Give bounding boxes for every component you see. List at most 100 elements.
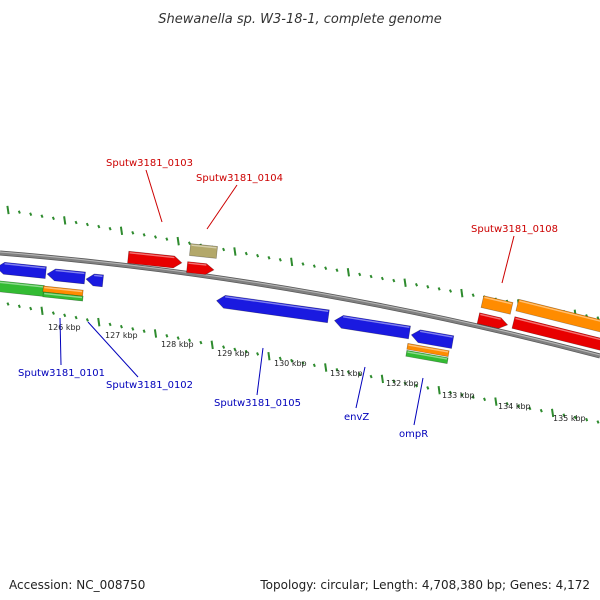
inner-tick-minor-29 [335,368,339,372]
outer-tick-major-15 [176,236,180,246]
gene-blue-left-a-body [0,261,47,279]
inner-tick-minor-2 [29,306,33,311]
inner-tick-minor-16 [188,338,192,343]
leader-sputw3181-0102 [87,321,139,378]
gene-ompr [405,350,449,364]
scale-labels: 126 kbp 127 kbp 128 kbp 129 kbp 130 kbp … [48,323,586,423]
backbone-highlight [0,251,600,356]
gene-label-sputw3181-0108[interactable]: Sputw3181_0108 [471,224,558,235]
gene-ompr-orange-shine [408,344,449,353]
gene-orange-right-a [480,295,514,315]
inner-tick-major-18 [210,340,214,350]
outer-tick-minor-4 [51,216,55,221]
outer-tick-minor-24 [278,258,282,262]
inner-tick-minor-5 [63,313,67,318]
inner-tick-minor-30 [346,370,350,374]
gene-ompr-shine [407,351,448,360]
inner-tick-minor-15 [176,336,180,340]
gene-sputw3181-0104-partner [189,243,218,259]
inner-tick-minor-10 [119,324,123,329]
gene-sputw3181-0105-shine [225,296,329,312]
gene-orange-right-b-body [515,298,600,334]
inner-tick-minor-7 [85,318,89,322]
gene-label-sputw3181-0104[interactable]: Sputw3181_0104 [196,173,283,184]
gene-sputw3181-0103-shine [129,252,175,259]
outer-tick-minor-16 [187,241,192,245]
inner-tick-minor-35 [403,381,407,386]
gene-blue-left-d [410,329,455,349]
inner-tick-minor-25 [290,358,294,363]
gene-sputw3181-0103-body [127,250,183,269]
gene-sputw3181-0105 [216,295,330,324]
gene-sputw3181-0104-shine [188,262,207,266]
inner-tick-minor-47 [539,408,543,413]
outer-tick-minor-2 [29,212,33,216]
outer-tick-minor-13 [153,235,158,239]
gene-blue-left-b-shine [55,269,85,275]
outer-tick-minor-22 [256,253,260,258]
gene-sputw3181-0104 [186,261,215,275]
outer-tick-minor-9 [108,226,112,231]
inner-tick-minor-1 [17,304,21,309]
outer-tick-minor-28 [324,266,328,270]
leader-sputw3181-0104 [206,184,238,230]
inner-tick-minor-26 [301,361,305,365]
scale-label-128: 128 kbp [161,340,194,349]
gene-label-sputw3181-0103[interactable]: Sputw3181_0103 [106,158,193,169]
gene-label-sputw3181-0101[interactable]: Sputw3181_0101 [18,368,105,379]
outer-tick-minor-1 [17,210,21,214]
outer-tick-minor-21 [244,251,248,256]
inner-tick-minor-41 [471,395,475,399]
gene-labels: Sputw3181_0103 Sputw3181_0104 Sputw3181_… [18,158,558,440]
inner-tick-minor-11 [131,327,135,331]
inner-tick-minor-27 [312,363,316,368]
inner-tick-minor-0 [6,302,10,306]
outer-tick-minor-38 [437,287,441,291]
gene-sputw3181-0108-body [476,312,509,329]
gene-label-sputw3181-0105[interactable]: Sputw3181_0105 [214,398,301,409]
inner-tick-minor-9 [108,322,112,327]
outer-tick-minor-36 [414,283,419,287]
outer-tick-major-35 [403,278,407,287]
genome-backbone [0,250,600,359]
outer-tick-major-20 [233,247,237,256]
inner-tick-minor-44 [505,402,509,406]
inner-tick-major-13 [153,329,158,338]
scale-label-129: 129 kbp [217,349,250,358]
gene-blue-left-c-shine [94,274,103,278]
gene-label-sputw3181-0102[interactable]: Sputw3181_0102 [106,380,193,391]
inner-tick-major-3 [40,306,44,316]
inner-tick-major-43 [494,397,498,406]
inner-tick-minor-19 [222,345,226,349]
gene-red-right-b-body [511,316,600,352]
outer-tick-minor-52 [596,316,600,320]
inner-tick-minor-51 [585,417,589,422]
inner-tick-minor-12 [142,329,146,333]
gene-sputw3181-0104-partner-body [189,243,218,259]
outer-tick-minor-26 [301,262,305,266]
outer-tick-major-5 [63,216,67,225]
accession-text: Accession: NC_008750 [9,578,146,592]
outer-tick-minor-32 [369,274,373,279]
gene-orange-right-b [515,298,600,334]
inner-tick-minor-42 [483,397,487,402]
gene-blue-left-b-body [46,268,86,285]
inner-tick-minor-20 [233,347,237,352]
gene-label-ompr[interactable]: ompR [399,429,428,440]
outer-tick-minor-8 [97,224,101,229]
gene-sputw3181-0105-body [216,295,330,324]
inner-tick-minor-49 [562,413,566,417]
leader-sputw3181-0105 [256,347,264,396]
gene-blue-left-a-shine [4,263,46,269]
outer-tick-major-40 [460,288,464,298]
gene-sputw3181-0104-partner-shine [191,244,217,249]
inner-tick-major-23 [267,351,271,361]
gene-blue-left-a [0,261,47,279]
inner-tick-minor-52 [596,420,600,424]
outer-tick-minor-34 [392,278,396,283]
gene-label-envz[interactable]: envZ [344,412,369,423]
gene-blue-left-c [85,273,104,288]
inner-tick-minor-24 [278,356,282,361]
gene-red-right-b-shine [515,317,600,342]
outer-tick-minor-23 [267,256,271,260]
